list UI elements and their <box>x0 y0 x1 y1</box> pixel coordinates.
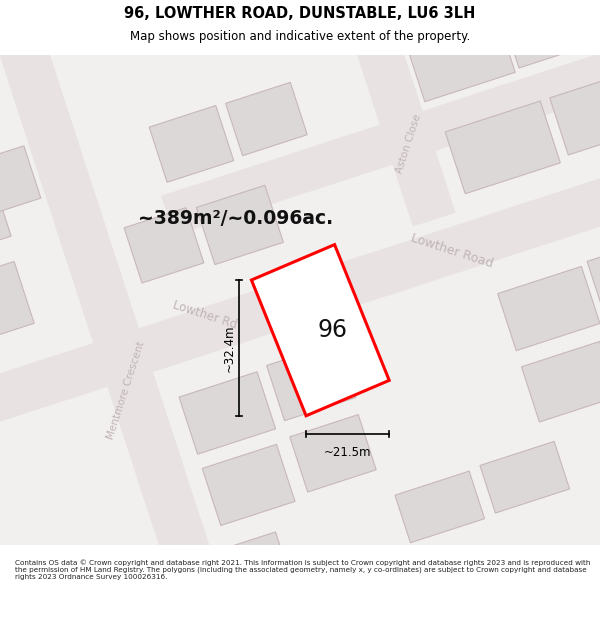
Polygon shape <box>0 146 41 221</box>
Text: Aston Close: Aston Close <box>395 112 424 174</box>
Polygon shape <box>251 244 389 416</box>
Polygon shape <box>0 0 283 625</box>
Polygon shape <box>161 41 600 236</box>
Polygon shape <box>119 561 209 625</box>
Polygon shape <box>202 444 295 526</box>
Text: 96, LOWTHER ROAD, DUNSTABLE, LU6 3LH: 96, LOWTHER ROAD, DUNSTABLE, LU6 3LH <box>124 6 476 21</box>
Polygon shape <box>550 72 600 155</box>
Polygon shape <box>149 106 233 182</box>
Text: ~389m²/~0.096ac.: ~389m²/~0.096ac. <box>137 209 333 228</box>
Polygon shape <box>521 341 600 422</box>
Polygon shape <box>196 185 283 264</box>
Polygon shape <box>445 101 560 194</box>
Text: ~21.5m: ~21.5m <box>324 446 371 459</box>
Text: 96: 96 <box>317 318 347 342</box>
Polygon shape <box>0 540 7 617</box>
Polygon shape <box>0 261 34 348</box>
Polygon shape <box>226 82 307 156</box>
Polygon shape <box>266 342 356 421</box>
Polygon shape <box>587 237 600 316</box>
Text: Lowther Rd: Lowther Rd <box>171 299 239 332</box>
Text: Contains OS data © Crown copyright and database right 2021. This information is : Contains OS data © Crown copyright and d… <box>15 559 590 580</box>
Text: ~32.4m: ~32.4m <box>223 324 236 372</box>
Text: Mentmore Crescent: Mentmore Crescent <box>106 341 146 441</box>
Polygon shape <box>204 532 291 602</box>
Polygon shape <box>395 471 485 542</box>
Text: Lowther Road: Lowther Road <box>409 231 495 270</box>
Polygon shape <box>124 208 204 283</box>
Text: Map shows position and indicative extent of the property.: Map shows position and indicative extent… <box>130 30 470 43</box>
Polygon shape <box>0 92 600 508</box>
Polygon shape <box>501 0 595 68</box>
Polygon shape <box>406 15 515 102</box>
Polygon shape <box>179 372 275 454</box>
Polygon shape <box>480 441 569 513</box>
Polygon shape <box>497 266 600 351</box>
Polygon shape <box>320 0 455 226</box>
Polygon shape <box>290 414 376 492</box>
Polygon shape <box>0 174 11 262</box>
